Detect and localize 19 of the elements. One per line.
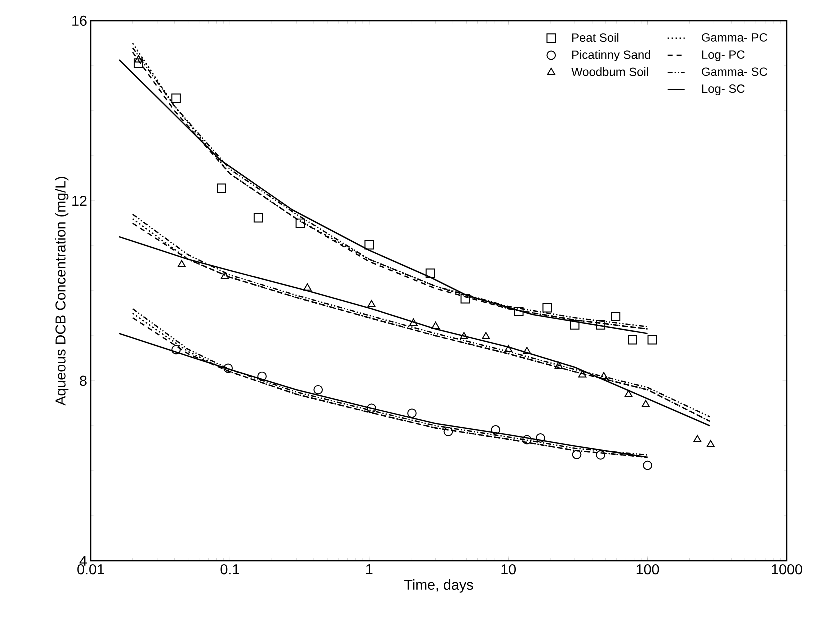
- y-axis-title: Aqueous DCB Concentration (mg/L): [55, 177, 69, 406]
- x-axis-title: Time, days: [404, 580, 474, 593]
- legend-label: Gamma- PC: [702, 33, 768, 42]
- x-tick-label: 1000: [772, 564, 802, 575]
- y-tick-label: 16: [72, 16, 87, 26]
- legend-label: Gamma- SC: [702, 68, 768, 76]
- x-tick-label: 100: [636, 564, 660, 575]
- x-tick-label: 1: [366, 564, 373, 574]
- x-tick-label: 0.01: [78, 564, 104, 575]
- y-tick-label: 8: [80, 376, 87, 386]
- y-tick-label: 12: [72, 196, 87, 206]
- legend-label: Log- PC: [702, 50, 745, 62]
- y-tick-label: 4: [80, 556, 88, 566]
- x-tick-label: 0.1: [220, 564, 240, 575]
- legend-label: Picatinny Sand: [572, 50, 650, 62]
- legend-label: Peat Soil: [572, 33, 619, 42]
- x-tick-label: 10: [502, 564, 516, 575]
- legend-label: Woodbum Soil: [572, 68, 648, 76]
- legend-label: Log- SC: [702, 84, 745, 96]
